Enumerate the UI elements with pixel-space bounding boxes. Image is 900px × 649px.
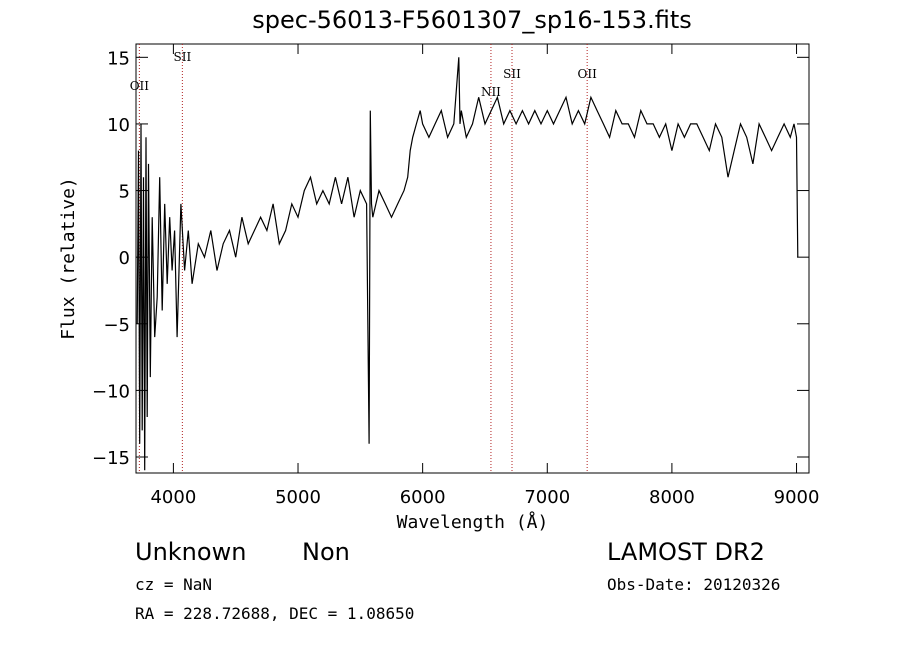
emission-line-label: SII [503,67,521,81]
y-tick-label: 10 [107,115,130,136]
chart-title: spec-56013-F5601307_sp16-153.fits [252,6,692,34]
y-tick-label: −10 [92,381,130,402]
y-tick-label: 0 [119,248,130,269]
y-tick-label: 15 [107,48,130,69]
ra-dec-value: RA = 228.72688, DEC = 1.08650 [135,604,415,623]
emission-line-label: OII [577,67,597,81]
ticks: 4000 5000 6000 7000 8000 9000 −15 −10 −5 0 5 10 15 [92,44,819,508]
emission-line-label: OII [130,79,150,93]
x-tick-label: 7000 [524,487,570,508]
obs-date-value: Obs-Date: 20120326 [607,575,781,594]
axes [135,43,810,474]
x-tick-label: 5000 [275,487,321,508]
y-tick-label: −15 [92,448,130,469]
y-tick-label: 5 [119,182,130,203]
x-axis-label: Wavelength (Å) [397,511,549,533]
y-axis-label: Flux (relative) [58,177,79,340]
x-tick-label: 4000 [150,487,196,508]
class-label: Unknown [135,538,247,566]
y-tick-label: −5 [103,315,130,336]
survey-label: LAMOST DR2 [607,538,765,566]
x-tick-label: 9000 [774,487,820,508]
emission-line-label: SII [174,50,192,64]
series-layer [136,57,799,471]
plot-frame [135,43,810,474]
x-tick-label: 8000 [649,487,695,508]
cz-value: cz = NaN [135,575,213,594]
emission-line-label: NII [481,85,501,99]
subclass-label: Non [302,538,350,566]
x-tick-label: 6000 [400,487,446,508]
spectrum-line [136,57,799,471]
